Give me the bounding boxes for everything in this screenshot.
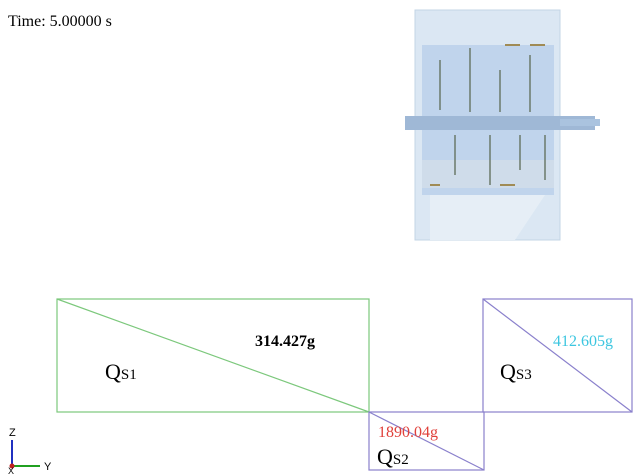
axis-y-label: Y (44, 461, 52, 473)
text-part: S3 (516, 367, 532, 383)
zone-s2: QS2 1890.04g (369, 412, 484, 470)
screen: Time: 5.00000 s QS1 314.427g QS2 1890.04… (0, 0, 633, 475)
text-part: Q (500, 359, 516, 384)
zone-s1: QS1 314.427g (57, 299, 369, 412)
text-part: S1 (121, 367, 137, 383)
zone-label: QS2 (377, 444, 409, 469)
zone-label: QS1 (105, 359, 137, 384)
time-label: Time: 5.00000 s (8, 13, 112, 30)
mass-label: 314.427g (255, 333, 315, 350)
text-part: Q (105, 359, 121, 384)
mass-label: 1890.04g (378, 424, 438, 441)
axis-z-label: Z (9, 427, 16, 439)
zone-label: QS3 (500, 359, 532, 384)
axis-x-label: X (8, 466, 14, 475)
zone-s3: QS3 412.605g (483, 299, 632, 412)
axis-triad: Z Y X (8, 427, 52, 475)
text-part: Q (377, 444, 393, 469)
mass-label: 412.605g (553, 333, 613, 350)
machine-model (405, 10, 600, 240)
text-part: S2 (393, 452, 409, 468)
